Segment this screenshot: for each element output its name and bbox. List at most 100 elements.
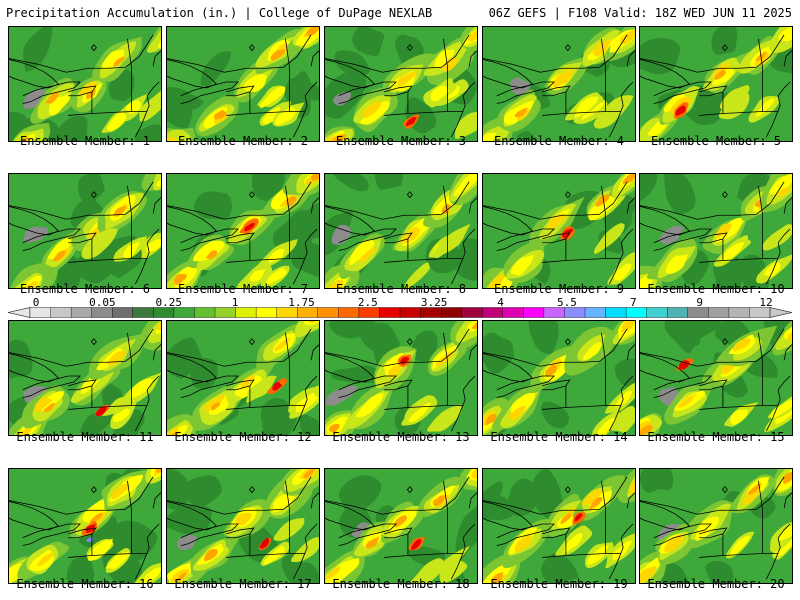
ensemble-member-map bbox=[639, 320, 793, 436]
precip-gray-area bbox=[325, 385, 357, 406]
us-canada-border bbox=[325, 34, 470, 73]
precip-dark-green-area bbox=[640, 37, 681, 75]
precip-orange-area bbox=[20, 136, 29, 141]
ensemble-member-map bbox=[482, 468, 636, 584]
precip-yellow-area bbox=[158, 40, 161, 49]
lake-erie-shoreline bbox=[338, 81, 398, 105]
precip-yellow-area bbox=[434, 49, 455, 68]
us-canada-border bbox=[325, 181, 470, 220]
precip-orange-area bbox=[560, 513, 572, 525]
lake-ontario-shoreline bbox=[384, 85, 413, 97]
precip-yellow-green-area bbox=[454, 111, 477, 139]
location-marker bbox=[90, 191, 97, 199]
state-border-ny bbox=[91, 38, 132, 114]
colorbar: 0 0.05 0.25 1 1.75 2.5 3.25 4 5.5 7 9 12 bbox=[8, 296, 792, 320]
map-boundaries bbox=[167, 328, 319, 432]
precip-orange-area bbox=[114, 205, 126, 217]
location-marker bbox=[406, 338, 413, 346]
ensemble-member-label: Ensemble Member: 7 bbox=[177, 282, 309, 296]
precip-gray-area bbox=[510, 77, 531, 95]
precip-orange-area bbox=[45, 91, 60, 104]
precip-map bbox=[167, 469, 319, 583]
precip-field bbox=[640, 321, 792, 435]
great-lakes-shoreline bbox=[483, 59, 534, 89]
precip-gold-area bbox=[582, 489, 602, 506]
lake-ontario-shoreline bbox=[68, 527, 97, 539]
map-boundaries bbox=[483, 328, 635, 432]
state-border-ny bbox=[722, 185, 763, 261]
precip-gold-area bbox=[640, 566, 657, 583]
precip-dark-green-area bbox=[640, 174, 658, 202]
colorbar-tick-label: 12 bbox=[759, 296, 773, 309]
precip-map bbox=[9, 174, 161, 288]
precip-gold-area bbox=[509, 405, 526, 420]
precip-gold-area bbox=[664, 533, 684, 552]
map-boundaries bbox=[9, 328, 161, 432]
lake-ontario-shoreline bbox=[68, 379, 97, 391]
precip-orange-area bbox=[328, 423, 340, 434]
precip-yellow-area bbox=[102, 49, 125, 70]
coastline bbox=[450, 197, 477, 285]
great-lakes-shoreline bbox=[483, 353, 534, 383]
precip-orange-area bbox=[155, 469, 161, 473]
precip-gold-area bbox=[240, 375, 255, 389]
lake-ontario-shoreline bbox=[226, 85, 255, 97]
ensemble-member-map bbox=[166, 320, 320, 436]
precip-orange-area bbox=[160, 35, 161, 39]
precip-yellow-area bbox=[326, 557, 360, 583]
lake-ontario-shoreline bbox=[384, 379, 413, 391]
ensemble-member-label: Ensemble Member: 4 bbox=[493, 134, 625, 148]
precip-yellow-green-area bbox=[439, 560, 468, 583]
location-marker bbox=[564, 338, 571, 346]
map-boundaries bbox=[483, 476, 635, 580]
map-boundaries bbox=[640, 181, 792, 285]
precip-orange-area bbox=[747, 483, 762, 495]
lake-erie-shoreline bbox=[653, 375, 713, 399]
precip-dark-green-area bbox=[736, 174, 770, 202]
precip-yellow-area bbox=[356, 393, 384, 418]
coastline bbox=[608, 197, 635, 285]
precip-orange-area bbox=[211, 402, 220, 411]
map-boundaries bbox=[167, 181, 319, 285]
precip-map bbox=[640, 174, 792, 288]
lake-erie-shoreline bbox=[22, 375, 82, 399]
precip-dark-green-area bbox=[334, 50, 372, 76]
precip-gold-area bbox=[467, 30, 477, 42]
great-lakes-shoreline bbox=[9, 206, 60, 236]
precip-red-area bbox=[405, 116, 417, 127]
precip-gold-area bbox=[204, 394, 227, 412]
colorbar-tick-label: 0 bbox=[32, 296, 40, 309]
location-marker bbox=[564, 486, 571, 494]
precip-map bbox=[640, 469, 792, 583]
coastline bbox=[608, 344, 635, 432]
map-boundaries bbox=[483, 181, 635, 285]
precip-dark-green-area bbox=[167, 504, 213, 535]
precip-field bbox=[325, 321, 477, 435]
state-border-ny bbox=[565, 480, 606, 556]
precip-map bbox=[9, 469, 161, 583]
lake-ontario-shoreline bbox=[542, 379, 571, 391]
precip-dark-green-area bbox=[541, 552, 579, 583]
precip-dark-green-area bbox=[291, 243, 319, 278]
ensemble-member-map bbox=[324, 468, 478, 584]
state-border-ny bbox=[249, 332, 290, 408]
us-canada-border bbox=[9, 328, 154, 367]
precip-gold-area bbox=[711, 62, 730, 79]
precip-gray-area bbox=[658, 386, 681, 406]
precip-gold-area bbox=[358, 248, 376, 263]
precip-field bbox=[325, 469, 477, 583]
colorbar-tick-label: 7 bbox=[629, 296, 637, 309]
precip-yellow-area bbox=[445, 85, 461, 99]
colorbar-tick-label: 4 bbox=[497, 296, 504, 309]
precip-yellow-area bbox=[712, 67, 735, 86]
precip-map bbox=[483, 469, 635, 583]
pennsylvania-border bbox=[699, 258, 779, 263]
precip-map bbox=[325, 27, 477, 141]
ensemble-member-map bbox=[639, 173, 793, 289]
precip-dark-green-area bbox=[185, 475, 222, 507]
great-lakes-shoreline bbox=[167, 59, 218, 89]
ensemble-member-label: Ensemble Member: 14 bbox=[490, 430, 628, 444]
precip-field bbox=[640, 174, 792, 288]
colorbar-swatch bbox=[297, 307, 319, 318]
precip-orange-area bbox=[595, 194, 610, 207]
